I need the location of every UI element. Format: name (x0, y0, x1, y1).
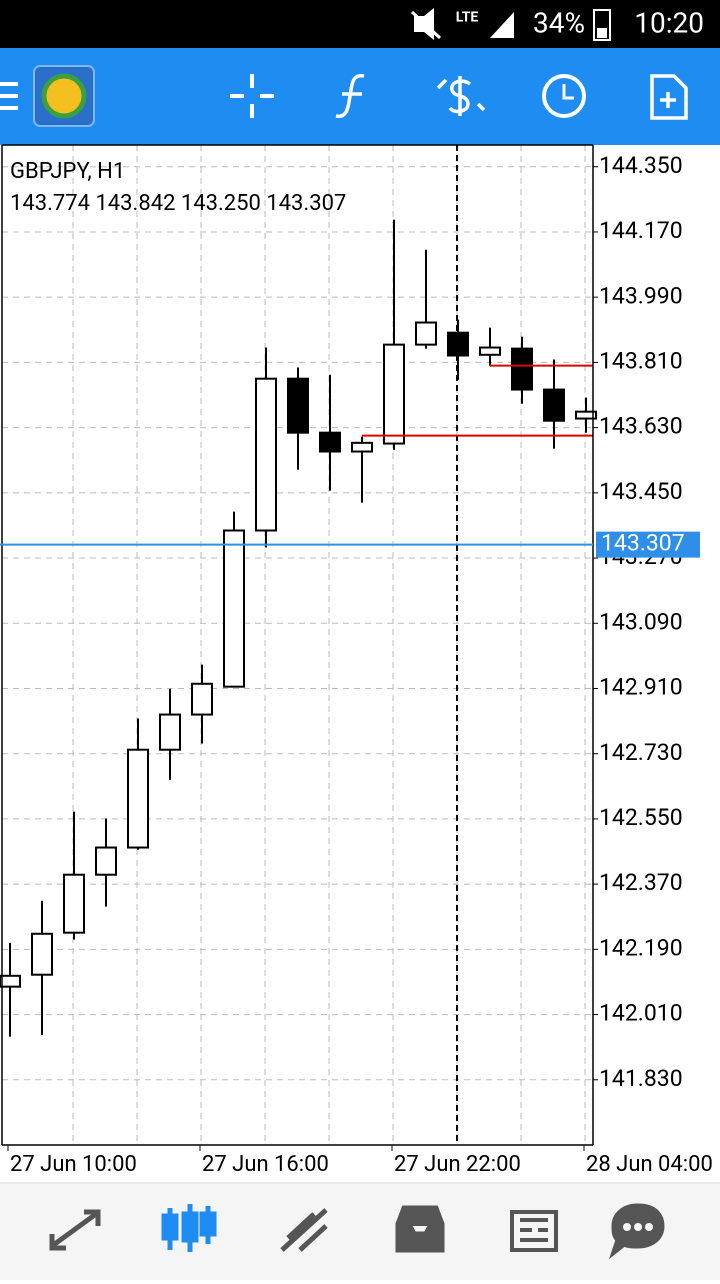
y-tick-label: 141.830 (599, 1065, 683, 1092)
candle-body (415, 321, 437, 346)
nav-history[interactable] (395, 1205, 445, 1253)
y-tick-label: 142.370 (599, 869, 683, 896)
candle-body (95, 846, 117, 876)
battery-icon (593, 9, 611, 41)
y-tick-label: 143.450 (599, 478, 683, 505)
x-tick-label: 27 Jun 10:00 (10, 1152, 137, 1177)
candle-body (223, 529, 245, 688)
candle-body (31, 932, 53, 976)
candle-body (575, 410, 597, 420)
y-tick-label: 142.730 (599, 739, 683, 766)
x-tick-label: 28 Jun 04:00 (586, 1152, 713, 1177)
candle-body (159, 713, 181, 751)
trade-button[interactable] (436, 76, 486, 116)
y-tick-label: 143.090 (599, 608, 683, 635)
y-tick-label: 143.990 (599, 282, 683, 309)
candle-body (255, 377, 277, 532)
x-tick-label: 27 Jun 16:00 (202, 1152, 329, 1177)
candle-body (479, 346, 501, 356)
nav-icons (49, 1203, 665, 1260)
y-tick-label: 142.910 (599, 674, 683, 701)
y-tick-label: 142.550 (599, 804, 683, 831)
mute-slash (410, 10, 442, 40)
candle-body (383, 343, 405, 445)
candle-body (351, 441, 373, 453)
toolbar-icons (0, 65, 688, 127)
chart-title: GBPJPY, H1 (10, 159, 125, 184)
y-tick-label: 143.810 (599, 347, 683, 374)
indicators-button[interactable] (335, 74, 365, 119)
candle-body (447, 331, 469, 357)
candle-body (511, 347, 533, 391)
battery-level (597, 28, 607, 38)
period-button[interactable] (542, 74, 586, 118)
candle-body (0, 974, 21, 988)
chart: 144.350 144.170 143.990 143.810 143.630 143.4… (0, 144, 713, 1177)
nav-news[interactable] (510, 1210, 558, 1252)
new-order-button[interactable] (650, 74, 688, 120)
y-tick-label: 142.010 (599, 1000, 683, 1027)
nav-trade[interactable] (280, 1208, 328, 1252)
y-tick-label: 143.630 (599, 413, 683, 440)
battery-percent: 34% (533, 6, 585, 39)
candle-body (287, 377, 309, 434)
status-bar (0, 0, 720, 48)
logo-mark (41, 73, 87, 119)
y-tick-label: 144.170 (599, 217, 683, 244)
y-tick-label: 144.350 (599, 152, 683, 179)
candle-body (127, 748, 149, 849)
plot-area (2, 145, 593, 1145)
nav-quotes[interactable] (49, 1209, 101, 1251)
menu-button[interactable] (0, 82, 18, 110)
candle-body (191, 682, 213, 716)
nav-chart[interactable] (161, 1204, 217, 1252)
bottom-nav (0, 1183, 720, 1280)
crosshair-button[interactable] (230, 74, 274, 118)
signal-icon (490, 12, 514, 38)
status-icons (410, 8, 611, 41)
clock: 10:20 (634, 6, 704, 39)
candle-body (543, 388, 565, 422)
chart-subtitle: 143.774 143.842 143.250 143.307 (10, 191, 346, 216)
current-price-label: 143.307 (601, 530, 685, 557)
y-tick-label: 142.190 (599, 934, 683, 961)
candle-body (63, 873, 85, 934)
network-type: LTE (456, 10, 479, 26)
toolbar (0, 48, 720, 145)
candle-body (319, 431, 341, 453)
current-price-box (596, 531, 700, 558)
x-tick-label: 27 Jun 22:00 (394, 1152, 521, 1177)
